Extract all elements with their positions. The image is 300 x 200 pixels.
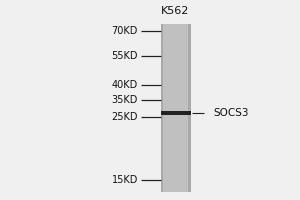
Bar [160,24,190,192]
Text: SOCS3: SOCS3 [213,108,248,118]
Text: 25KD: 25KD [112,112,138,122]
Bar [160,111,190,115]
Text: 55KD: 55KD [112,51,138,61]
Text: 15KD: 15KD [112,175,138,185]
Text: K562: K562 [161,6,190,16]
Bar [188,24,190,192]
Text: 35KD: 35KD [112,95,138,105]
Bar [160,24,163,192]
Text: 70KD: 70KD [112,26,138,36]
Text: 40KD: 40KD [112,80,138,90]
